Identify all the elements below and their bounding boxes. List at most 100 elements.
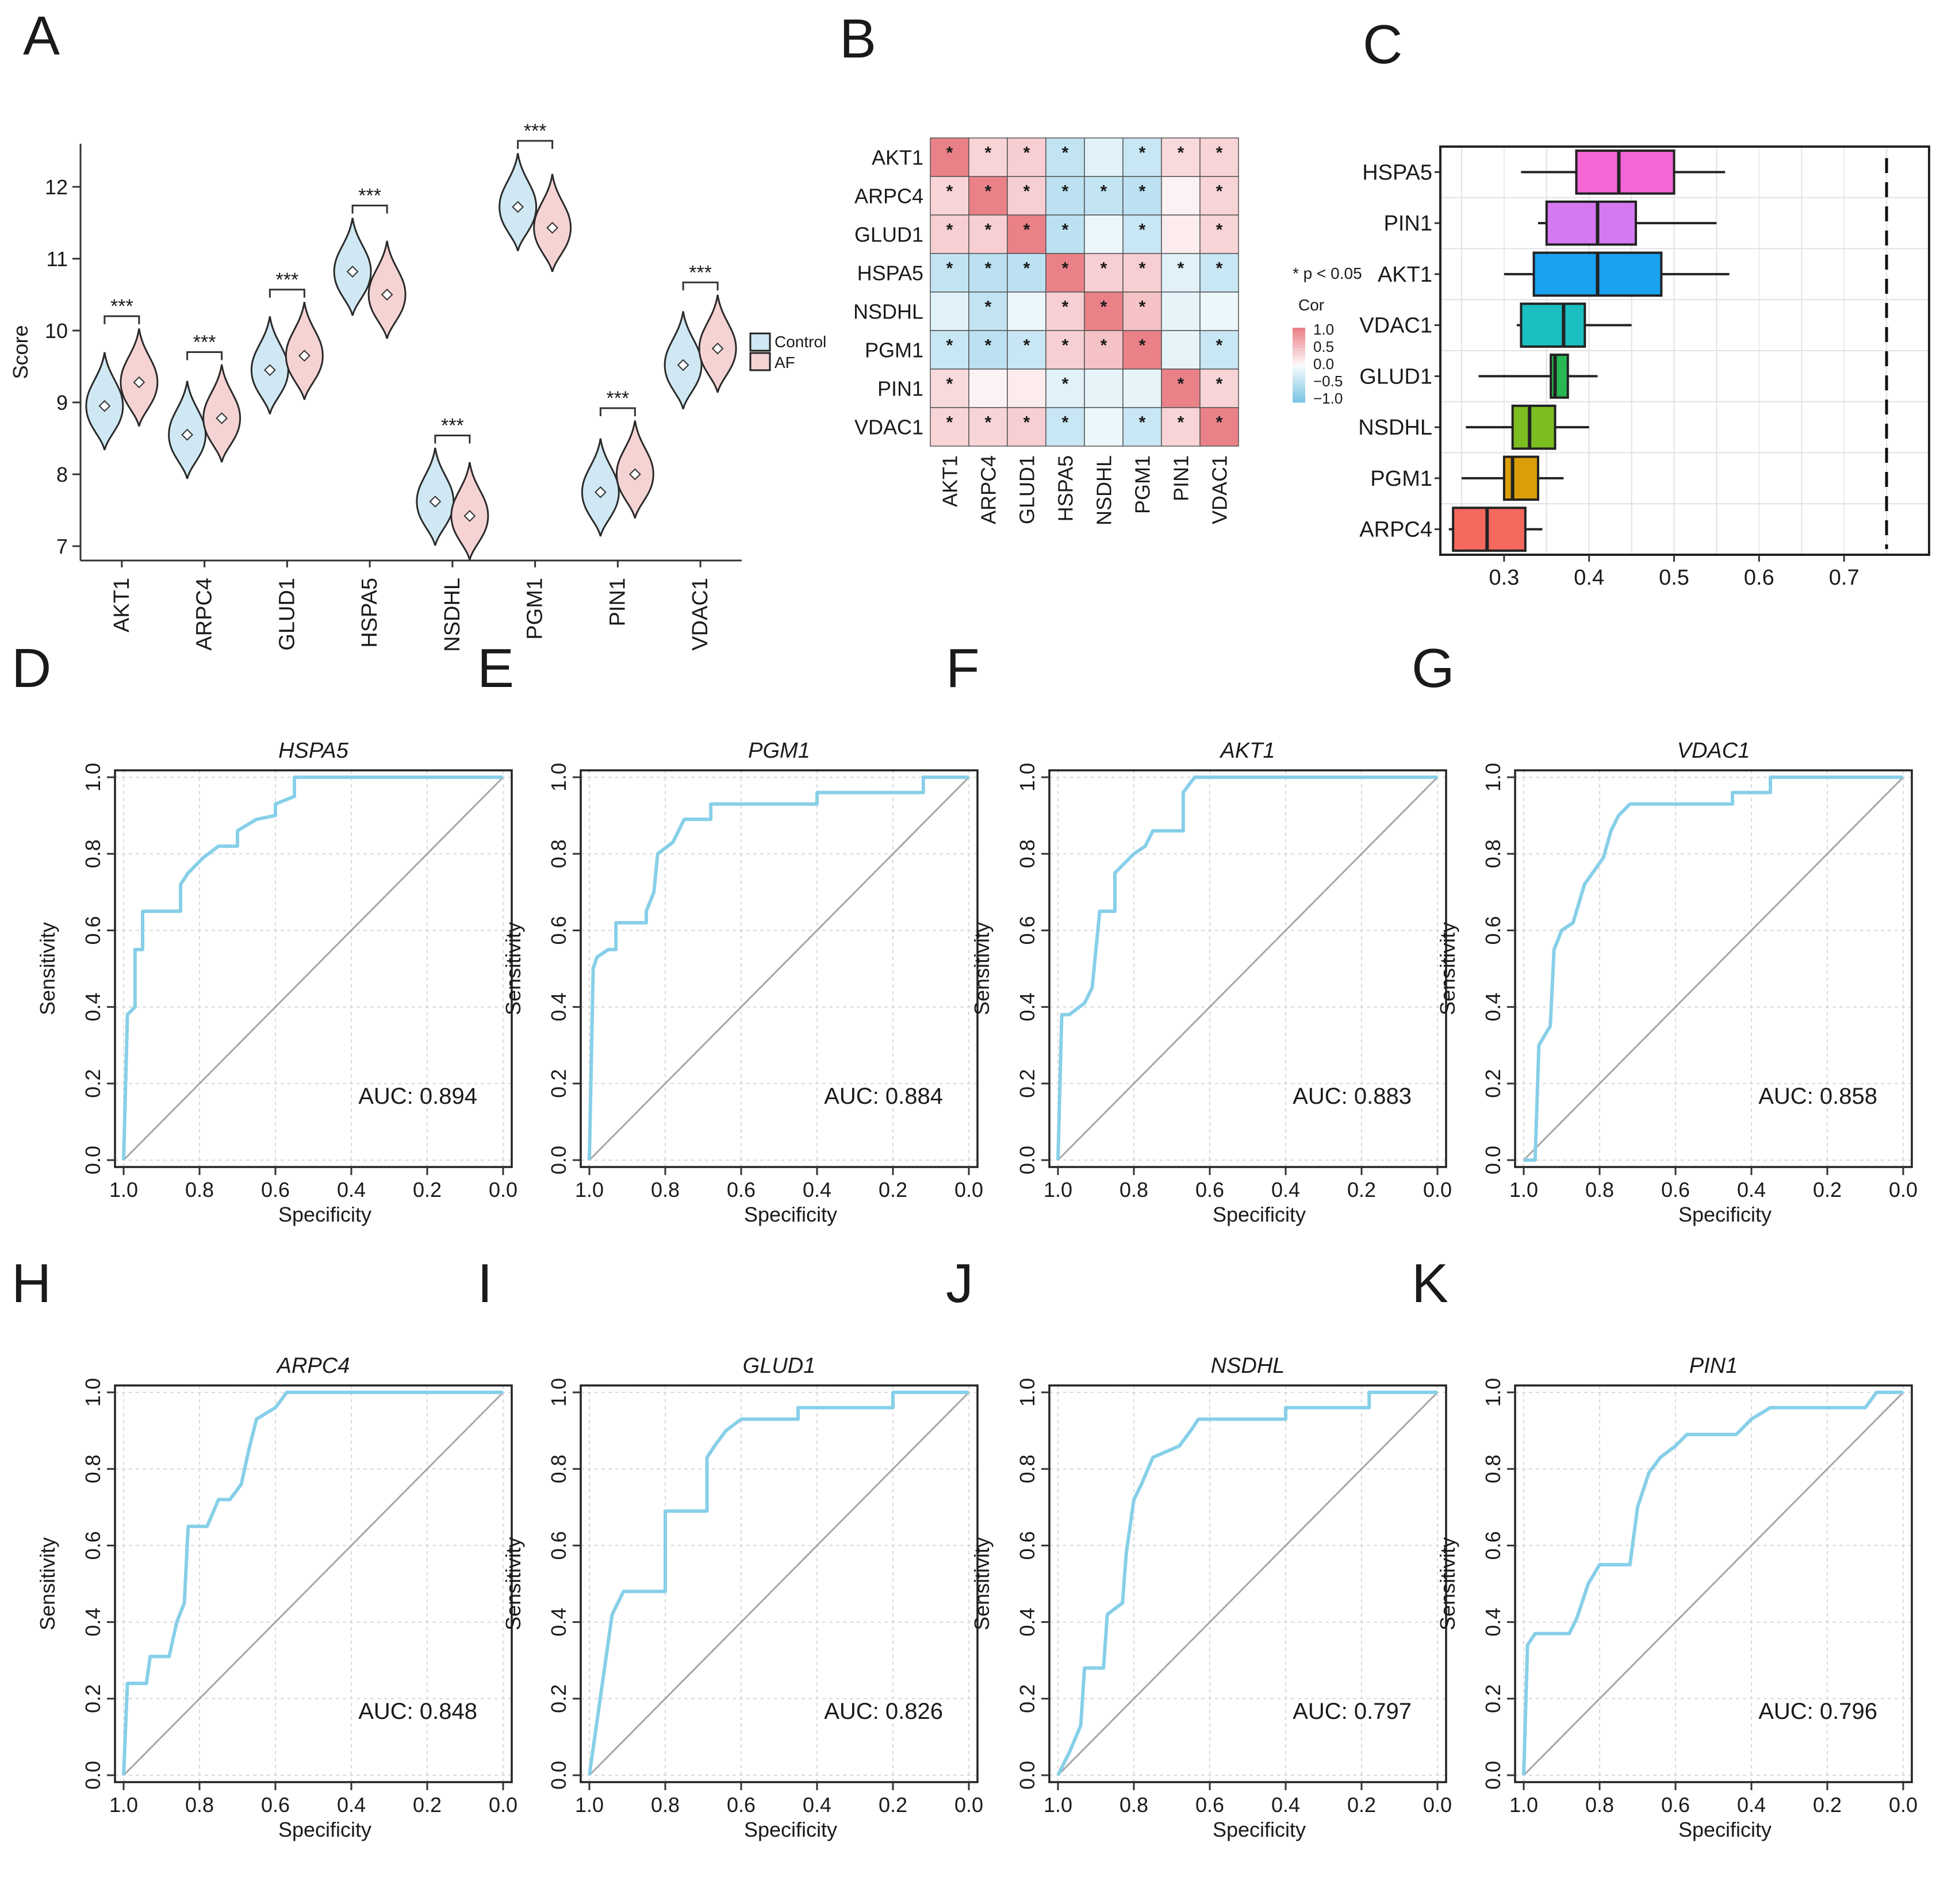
y-tick-label: 0.2 — [1481, 1069, 1505, 1098]
significance-asterisk: * — [1139, 144, 1146, 163]
x-tick-label: 0.8 — [1585, 1793, 1614, 1817]
y-tick-label: 0.4 — [81, 993, 105, 1022]
y-tick-label-arpc4: ARPC4 — [1359, 518, 1432, 542]
roc-curve-arpc4 — [122, 1391, 503, 1776]
significance-bracket — [599, 407, 636, 416]
significance-asterisk: * — [1023, 144, 1030, 163]
median-marker — [546, 221, 559, 234]
panel-label-b: B — [839, 8, 876, 70]
significance-bracket — [269, 289, 305, 298]
significance-asterisk: * — [1023, 221, 1030, 240]
x-tick-label-pin1: PIN1 — [605, 578, 630, 626]
x-tick-label: 0.8 — [651, 1178, 680, 1201]
x-tick-label-nsdhl: NSDHL — [440, 578, 465, 652]
heat-cell-pgm1-akt1 — [930, 330, 969, 370]
y-tick-label: 1.0 — [1481, 763, 1505, 792]
y-tick-label: 0.6 — [1481, 916, 1505, 945]
y-tick-label: 8 — [56, 463, 68, 486]
significance-asterisk: * — [985, 336, 992, 355]
auc-label: AUC: 0.797 — [1293, 1699, 1412, 1724]
heat-cell-nsdhl-nsdhl — [1084, 291, 1124, 331]
x-tick-label: 0.6 — [1744, 566, 1774, 590]
col-label-pin1: PIN1 — [1170, 455, 1193, 501]
legend-gradient-step — [1293, 374, 1305, 377]
heat-cell-akt1-nsdhl — [1084, 137, 1124, 177]
roc-title: NSDHL — [1211, 1354, 1285, 1378]
roc-panel-f: F AKT1 1.0 0.8 0.6 0.4 0.2 0.0 Specificity 0.0 0.2… — [946, 638, 1452, 1226]
y-tick-label: 9 — [56, 391, 68, 414]
heat-cell-nsdhl-vdac1 — [1199, 291, 1239, 331]
row-label-vdac1: VDAC1 — [854, 416, 923, 439]
plot-border — [114, 1384, 513, 1783]
significance-label: *** — [110, 295, 133, 317]
row-label-pgm1: PGM1 — [865, 339, 923, 362]
panel-b-correlation-heatmap: B * * * * * * * AKT1 AKT1 * * * * * * * ARPC4 ARPC4 * * * * * *… — [839, 8, 1362, 525]
plot-border — [1439, 145, 1930, 556]
x-tick-label: 0.2 — [1347, 1178, 1376, 1201]
legend-swatch-control — [749, 332, 771, 352]
x-tick-label: 0.4 — [337, 1178, 366, 1201]
roc-curve-hspa5 — [122, 776, 503, 1161]
significance-asterisk: * — [1216, 144, 1223, 163]
significance-bracket — [351, 205, 388, 214]
heat-cell-arpc4-hspa5 — [1045, 176, 1085, 216]
x-tick-label: 0.0 — [1423, 1793, 1452, 1817]
x-tick-label: 0.4 — [1574, 566, 1604, 590]
panel-label-h: H — [11, 1253, 51, 1314]
roc-curve-vdac1 — [1524, 776, 1903, 1162]
y-tick-label-hspa5: HSPA5 — [1362, 160, 1432, 185]
chance-diagonal — [588, 1391, 970, 1776]
roc-title: ARPC4 — [276, 1354, 350, 1378]
heat-cell-vdac1-nsdhl — [1084, 407, 1124, 447]
significance-asterisk: * — [946, 221, 953, 240]
auc-label: AUC: 0.894 — [358, 1084, 477, 1109]
median-marker — [429, 496, 442, 508]
significance-asterisk: * — [1139, 182, 1146, 201]
significance-bracket — [682, 281, 719, 291]
legend-label-control: Control — [775, 333, 826, 351]
legend-tick-label: 1.0 — [1313, 321, 1334, 338]
significance-asterisk: * — [946, 336, 953, 355]
y-tick-label: 0.8 — [1015, 1454, 1039, 1483]
x-tick-label-vdac1: VDAC1 — [688, 578, 712, 651]
x-tick-label: 0.0 — [1423, 1178, 1452, 1201]
y-tick-label: 0.0 — [81, 1146, 105, 1174]
x-tick-label: 0.8 — [1585, 1178, 1614, 1201]
legend-gradient-step — [1293, 339, 1305, 343]
x-tick-label: 0.4 — [803, 1793, 831, 1817]
y-tick-label: 0.2 — [81, 1684, 105, 1713]
panel-label-j: J — [946, 1253, 973, 1314]
x-tick-label: 0.6 — [727, 1793, 756, 1817]
heat-cell-glud1-vdac1 — [1199, 214, 1239, 254]
y-tick-label-glud1: GLUD1 — [1359, 364, 1432, 389]
legend-gradient-step — [1293, 336, 1305, 340]
roc-panel-g: G VDAC1 1.0 0.8 0.6 0.4 0.2 0.0 Specificity 0.0 0.… — [1412, 638, 1918, 1226]
y-tick-label: 0.8 — [81, 839, 105, 868]
col-label-arpc4: ARPC4 — [977, 455, 1000, 524]
heat-cell-glud1-akt1 — [930, 214, 969, 254]
legend-title: Cor — [1298, 296, 1324, 314]
auc-label: AUC: 0.883 — [1293, 1084, 1412, 1109]
x-axis-title: Specificity — [1213, 1818, 1306, 1841]
y-axis-title: Sensitivity — [501, 922, 525, 1015]
legend-gradient-step — [1293, 354, 1305, 357]
y-axis-title: Sensitivity — [501, 1537, 525, 1630]
median-marker — [216, 412, 228, 424]
x-tick-label: 0.6 — [1195, 1178, 1224, 1201]
median-marker — [381, 289, 393, 301]
median-marker — [346, 266, 359, 278]
y-tick-label: 0.0 — [81, 1761, 105, 1790]
significance-asterisk: * — [1178, 413, 1184, 432]
significance-asterisk: * — [1101, 298, 1107, 317]
y-tick-label: 0.6 — [81, 1531, 105, 1560]
median-marker — [594, 486, 607, 498]
roc-panel-d: D HSPA5 1.0 0.8 0.6 0.4 0.2 0.0 Specificity 0.0 0.… — [11, 638, 517, 1226]
y-tick-label: 0.6 — [547, 916, 570, 945]
box-nsdhl — [1511, 404, 1556, 450]
y-tick-label: 0.4 — [1015, 1608, 1039, 1637]
col-label-nsdhl: NSDHL — [1092, 455, 1116, 525]
plot-border — [580, 769, 979, 1168]
plot-border — [1048, 1384, 1447, 1783]
legend-gradient-step — [1293, 371, 1305, 374]
